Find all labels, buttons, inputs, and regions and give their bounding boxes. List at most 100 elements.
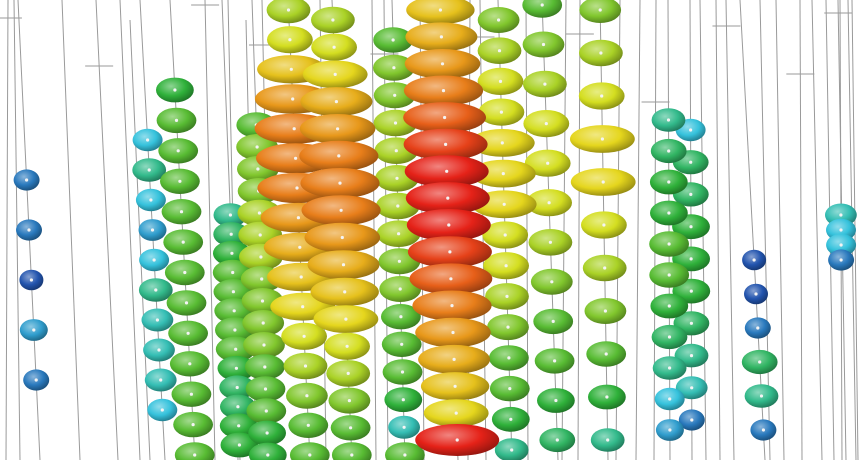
sensor-dot <box>159 378 163 382</box>
sensor-dot <box>291 97 295 101</box>
sensor-dot <box>598 8 602 12</box>
string-line <box>95 0 119 460</box>
sensor-dot <box>439 35 443 39</box>
sensor-dot <box>447 223 451 227</box>
light-deposit-sphere <box>174 442 215 460</box>
sensor-dot <box>179 210 184 214</box>
sensor-dot <box>508 387 512 391</box>
sensor-dot <box>547 201 551 205</box>
sensor-dot <box>600 94 604 98</box>
sensor-dot <box>839 213 843 217</box>
sensor-dot <box>337 154 341 158</box>
sensor-dot <box>228 213 232 217</box>
sensor-dot <box>173 88 177 92</box>
sensor-dot <box>155 318 159 322</box>
sensor-dot <box>604 352 608 356</box>
sensor-dot <box>689 354 694 358</box>
sensor-dot <box>301 305 305 309</box>
sensor-dot <box>690 418 694 422</box>
sensor-dot <box>452 357 456 361</box>
sensor-dot <box>667 149 671 153</box>
string-line <box>811 0 823 460</box>
sensor-dot <box>392 66 396 70</box>
light-deposit-sphere <box>406 0 475 25</box>
string-line <box>129 19 151 460</box>
sensor-dot <box>347 399 351 403</box>
sensor-dot <box>150 228 155 232</box>
string-line <box>667 0 671 460</box>
sensor-dot <box>499 110 503 114</box>
sensor-dot <box>27 228 31 232</box>
light-deposit-sphere <box>331 442 372 460</box>
sensor-dot <box>689 289 693 293</box>
sensor-dot <box>550 280 554 284</box>
sensor-dot <box>401 398 405 402</box>
sensor-dot <box>34 378 38 382</box>
sensor-dot <box>296 216 300 220</box>
sensor-dot <box>262 343 266 347</box>
light-deposit-sphere <box>385 442 425 460</box>
sensor-dot <box>445 169 449 173</box>
sensor-dot <box>541 42 546 47</box>
sensor-dot <box>231 290 235 294</box>
sensor-dot <box>25 178 29 182</box>
sensor-dot <box>667 335 672 339</box>
sensor-dot <box>667 211 671 215</box>
light-deposit-sphere <box>266 0 311 24</box>
sensor-dot <box>455 438 459 442</box>
sensor-dot <box>446 196 450 200</box>
sensor-dot <box>402 425 406 429</box>
sensor-dot <box>600 137 605 141</box>
sensor-dot <box>393 93 397 97</box>
sensor-dot <box>555 438 559 442</box>
sensor-dot <box>183 270 187 275</box>
sensor-dot <box>839 228 843 232</box>
sensor-dot <box>506 325 510 329</box>
string-line <box>715 0 721 460</box>
sensor-dot <box>29 278 33 282</box>
sensor-dot <box>689 192 693 196</box>
sensor-dot <box>441 89 446 93</box>
sensor-dot <box>264 409 268 413</box>
sensor-dot <box>261 321 265 325</box>
sensor-dot <box>440 62 445 66</box>
sensor-dot <box>752 258 756 262</box>
sensor-dot <box>444 142 448 146</box>
sensor-dot <box>266 453 270 457</box>
sensor-dot <box>438 8 442 12</box>
sensor-dot <box>754 292 758 296</box>
sensor-dot <box>184 301 189 305</box>
sensor-dot <box>186 331 190 335</box>
sensor-dot <box>758 360 762 364</box>
sensor-dot <box>497 49 502 53</box>
sensor-dot <box>32 328 36 332</box>
sensor-dot <box>603 266 607 270</box>
string-line <box>759 0 771 460</box>
sensor-dot <box>546 161 550 165</box>
sensor-dot <box>443 115 447 120</box>
sensor-dot <box>393 121 398 125</box>
sensor-dot <box>668 397 672 401</box>
sensor-dot <box>689 160 693 164</box>
sensor-dot <box>756 326 760 330</box>
sensor-dot <box>336 127 340 131</box>
sensor-dot <box>667 180 671 184</box>
sensor-dot <box>349 426 353 430</box>
sensor-dot <box>344 317 348 321</box>
sensor-dot <box>403 453 407 457</box>
string-line <box>775 0 785 460</box>
sensor-dot <box>453 384 457 388</box>
sensor-dot <box>551 319 555 323</box>
sensor-dot <box>454 411 458 415</box>
sensor-dot <box>305 394 309 398</box>
sensor-dot <box>350 453 354 457</box>
sensor-dot <box>298 245 302 249</box>
sensor-dot <box>603 309 608 313</box>
sensor-dot <box>667 273 671 277</box>
sensor-dot <box>263 387 268 391</box>
light-deposit-sphere <box>289 442 330 460</box>
sensor-dot <box>334 100 338 104</box>
sensor-dot <box>232 309 236 313</box>
sensor-dot <box>265 431 269 435</box>
